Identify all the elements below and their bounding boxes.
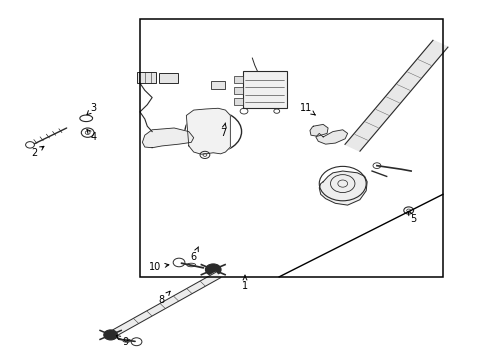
Text: 7: 7 [220,123,226,138]
Bar [243,71,287,108]
Bar [159,73,178,83]
Polygon shape [316,130,347,144]
Bar [140,19,443,277]
Polygon shape [186,108,230,154]
Text: 8: 8 [159,291,170,305]
Polygon shape [345,40,448,151]
Text: 10: 10 [148,262,169,272]
Bar [234,87,243,94]
Circle shape [205,264,221,275]
Text: 3: 3 [87,103,97,115]
Bar [234,76,243,83]
Text: 5: 5 [408,211,416,224]
Bar [211,81,225,89]
Polygon shape [143,128,194,148]
Polygon shape [113,273,221,335]
Bar [234,98,243,105]
Text: 6: 6 [191,247,198,262]
Text: 9: 9 [117,336,128,347]
Text: 1: 1 [242,275,248,291]
Text: 4: 4 [87,130,97,142]
Circle shape [104,330,118,340]
Text: 2: 2 [31,146,44,158]
Text: 11: 11 [300,103,315,115]
Bar [137,72,156,83]
Polygon shape [310,125,328,136]
Polygon shape [319,171,367,205]
